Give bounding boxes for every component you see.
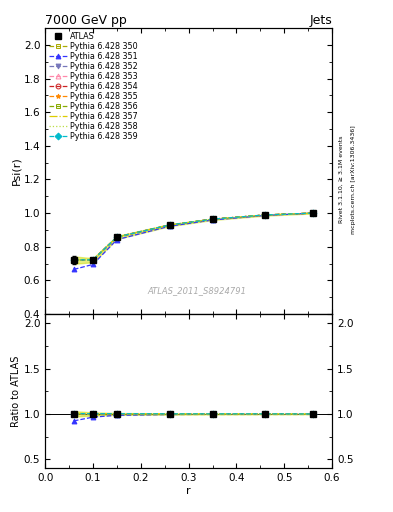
Y-axis label: Psi(r): Psi(r) xyxy=(11,157,21,185)
Text: mcplots.cern.ch [arXiv:1306.3436]: mcplots.cern.ch [arXiv:1306.3436] xyxy=(351,125,356,233)
Text: 7000 GeV pp: 7000 GeV pp xyxy=(45,14,127,27)
Text: ATLAS_2011_S8924791: ATLAS_2011_S8924791 xyxy=(148,287,247,295)
Text: Rivet 3.1.10, ≥ 3.1M events: Rivet 3.1.10, ≥ 3.1M events xyxy=(339,136,344,223)
Text: Jets: Jets xyxy=(309,14,332,27)
X-axis label: r: r xyxy=(186,486,191,496)
Legend: ATLAS, Pythia 6.428 350, Pythia 6.428 351, Pythia 6.428 352, Pythia 6.428 353, P: ATLAS, Pythia 6.428 350, Pythia 6.428 35… xyxy=(48,31,140,142)
Y-axis label: Ratio to ATLAS: Ratio to ATLAS xyxy=(11,355,21,427)
